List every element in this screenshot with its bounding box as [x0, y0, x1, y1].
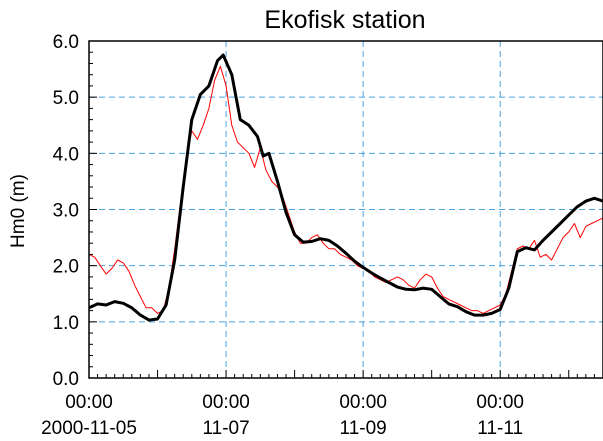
- y-tick-label: 5.0: [53, 88, 79, 109]
- series-line-black: [88, 53, 603, 322]
- series-line-red: [88, 65, 603, 314]
- grid-lines: [89, 41, 603, 378]
- x-tick-label-date: 11-11: [477, 418, 523, 439]
- series-layer: [88, 53, 603, 322]
- x-tick-label-time: 00:00: [339, 392, 387, 413]
- x-tick-label-time: 00:00: [202, 392, 250, 413]
- y-tick-label: 0.0: [53, 369, 79, 390]
- chart-title: Ekofisk station: [264, 6, 425, 34]
- y-tick-label: 4.0: [53, 144, 79, 165]
- y-tick-label: 2.0: [53, 257, 79, 278]
- x-tick-label-time: 00:00: [65, 392, 113, 413]
- x-tick-label-date: 2000-11-05: [41, 418, 137, 439]
- y-tick-label: 6.0: [53, 32, 79, 53]
- plot-frame: [88, 40, 603, 379]
- y-tick-label: 1.0: [53, 313, 79, 334]
- y-tick-label: 3.0: [53, 201, 79, 222]
- x-tick-label-date: 11-09: [340, 418, 387, 439]
- x-tick-label-time: 00:00: [476, 392, 524, 413]
- x-tick-label-date: 11-07: [202, 418, 249, 439]
- y-axis-label: Hm0 (m): [8, 174, 29, 248]
- axes: 0.0 1.0 2.0 3.0 4.0 5.0 6.0 00:00 2000-11-05 00:0…: [41, 32, 603, 439]
